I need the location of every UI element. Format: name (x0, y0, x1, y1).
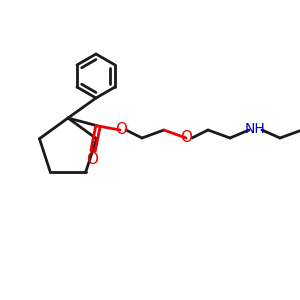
Text: O: O (180, 130, 192, 146)
Text: NH: NH (244, 122, 266, 136)
Text: O: O (86, 152, 98, 167)
Text: O: O (115, 122, 127, 136)
